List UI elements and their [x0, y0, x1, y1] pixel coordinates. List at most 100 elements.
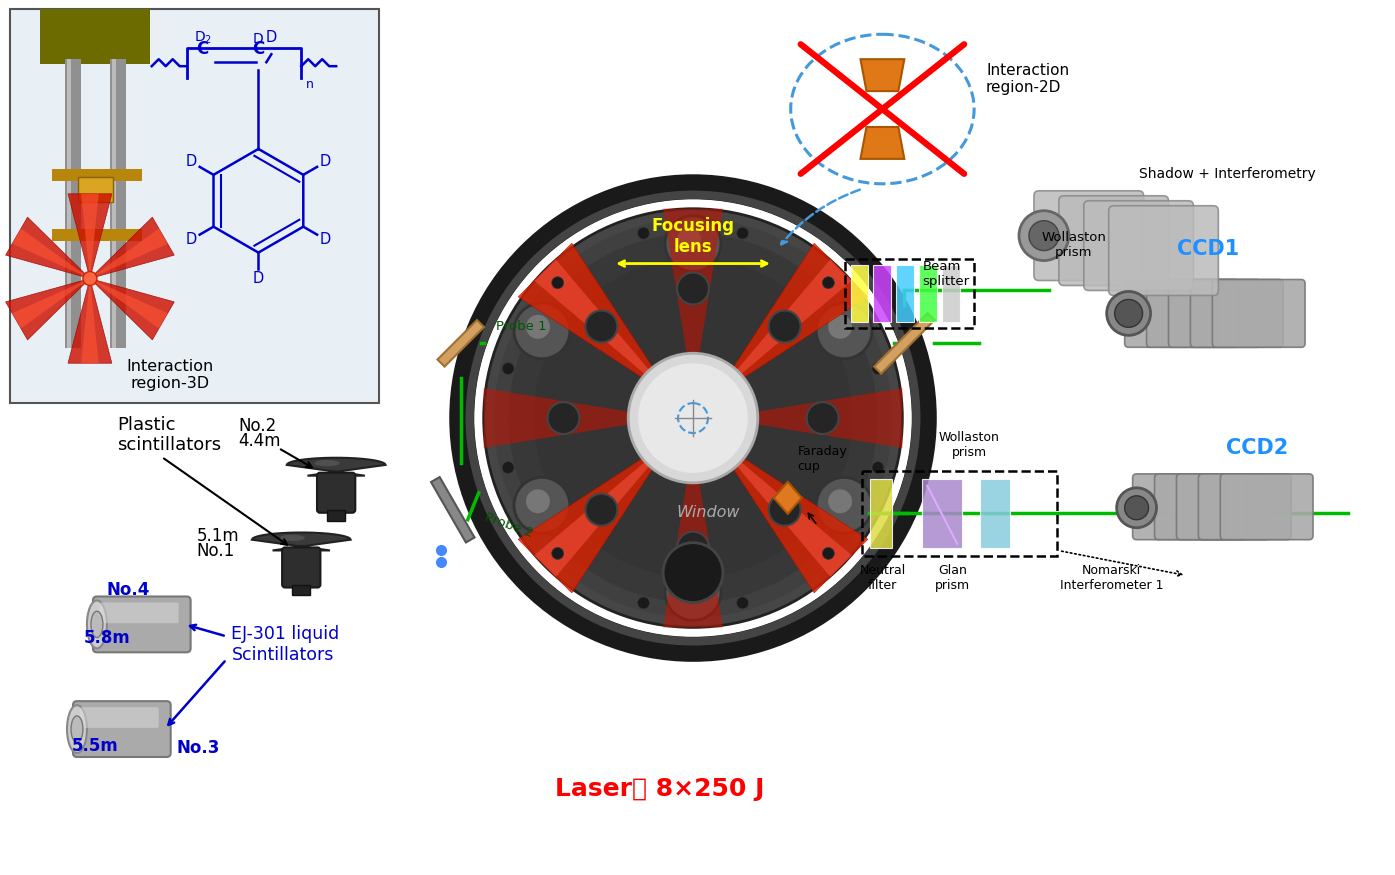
- Circle shape: [806, 402, 838, 434]
- Bar: [467, 471, 480, 483]
- Circle shape: [502, 362, 515, 374]
- Text: D: D: [252, 32, 264, 46]
- Circle shape: [1030, 220, 1059, 250]
- Bar: [883, 298, 897, 311]
- Circle shape: [823, 548, 834, 559]
- Bar: [851, 264, 869, 322]
- Text: Glan
prism: Glan prism: [935, 564, 970, 592]
- Circle shape: [1124, 496, 1148, 520]
- Polygon shape: [6, 217, 89, 278]
- Bar: [799, 608, 813, 622]
- Text: Neutral
filter: Neutral filter: [859, 564, 905, 592]
- FancyBboxPatch shape: [100, 603, 179, 623]
- FancyBboxPatch shape: [1169, 279, 1261, 347]
- Text: Wollaston
prism: Wollaston prism: [1041, 231, 1106, 259]
- Text: Probe 2: Probe 2: [483, 511, 534, 540]
- Text: n: n: [307, 78, 314, 91]
- Polygon shape: [714, 259, 852, 397]
- Bar: [746, 632, 757, 644]
- Polygon shape: [68, 278, 112, 363]
- FancyBboxPatch shape: [1084, 200, 1193, 290]
- Circle shape: [547, 402, 579, 434]
- Circle shape: [638, 228, 650, 239]
- Bar: [490, 298, 504, 311]
- Polygon shape: [81, 278, 99, 363]
- Bar: [922, 479, 963, 548]
- Bar: [919, 264, 937, 322]
- FancyBboxPatch shape: [1176, 474, 1269, 540]
- Circle shape: [551, 548, 564, 559]
- Text: Focusing
lens: Focusing lens: [651, 217, 735, 256]
- FancyBboxPatch shape: [1198, 474, 1292, 540]
- Text: Probe 1: Probe 1: [495, 320, 547, 333]
- Circle shape: [677, 228, 702, 252]
- Bar: [907, 354, 919, 366]
- Bar: [897, 264, 914, 322]
- Polygon shape: [861, 127, 904, 159]
- Polygon shape: [438, 320, 484, 367]
- Bar: [572, 214, 586, 228]
- Bar: [66, 60, 81, 348]
- FancyBboxPatch shape: [1221, 474, 1313, 540]
- FancyBboxPatch shape: [317, 473, 356, 513]
- Text: C: C: [197, 40, 209, 59]
- Text: 5.1m: 5.1m: [197, 527, 239, 544]
- Polygon shape: [518, 243, 672, 397]
- Bar: [847, 571, 861, 586]
- FancyBboxPatch shape: [282, 548, 321, 587]
- Text: No.3: No.3: [177, 739, 220, 757]
- Polygon shape: [718, 388, 903, 448]
- Polygon shape: [13, 228, 89, 278]
- Bar: [112, 60, 116, 348]
- FancyBboxPatch shape: [1109, 206, 1218, 296]
- Text: EJ-301 liquid
Scintillators: EJ-301 liquid Scintillators: [232, 625, 340, 664]
- Polygon shape: [663, 443, 723, 627]
- Circle shape: [677, 272, 709, 304]
- Circle shape: [526, 489, 550, 514]
- Text: CCD2: CCD2: [1226, 438, 1289, 458]
- Ellipse shape: [86, 600, 107, 648]
- Bar: [490, 525, 504, 538]
- Circle shape: [872, 462, 884, 473]
- Circle shape: [665, 216, 721, 271]
- Circle shape: [494, 219, 893, 618]
- Polygon shape: [89, 278, 167, 328]
- Text: C: C: [252, 40, 265, 59]
- Ellipse shape: [280, 535, 306, 541]
- Polygon shape: [534, 439, 672, 577]
- Bar: [907, 471, 919, 483]
- FancyBboxPatch shape: [80, 707, 159, 728]
- Circle shape: [509, 234, 877, 603]
- Polygon shape: [89, 278, 174, 340]
- Text: D: D: [186, 154, 197, 170]
- Circle shape: [533, 259, 852, 578]
- Text: CCD1: CCD1: [1177, 239, 1240, 259]
- Text: Plastic
scintillators: Plastic scintillators: [117, 416, 220, 454]
- Circle shape: [737, 597, 749, 609]
- Bar: [572, 608, 586, 622]
- Circle shape: [1115, 299, 1143, 327]
- Bar: [688, 640, 698, 650]
- FancyBboxPatch shape: [1133, 474, 1225, 540]
- Bar: [799, 214, 813, 228]
- Circle shape: [872, 362, 884, 374]
- Text: No.1: No.1: [197, 542, 234, 560]
- Bar: [915, 413, 925, 423]
- Bar: [67, 60, 71, 348]
- Text: D$_2$: D$_2$: [194, 30, 212, 46]
- Polygon shape: [89, 217, 174, 278]
- Polygon shape: [663, 209, 723, 393]
- Circle shape: [526, 315, 550, 339]
- Circle shape: [586, 311, 618, 342]
- Circle shape: [663, 542, 723, 603]
- Polygon shape: [431, 477, 474, 542]
- Text: 5.8m: 5.8m: [84, 629, 131, 648]
- Text: Laser： 8×250 J: Laser： 8×250 J: [555, 777, 764, 801]
- Polygon shape: [89, 228, 167, 278]
- Circle shape: [829, 315, 852, 339]
- Bar: [52, 169, 142, 181]
- Bar: [526, 571, 540, 586]
- Bar: [328, 510, 345, 521]
- Text: Faraday
cup: Faraday cup: [798, 444, 847, 472]
- FancyBboxPatch shape: [1212, 279, 1306, 347]
